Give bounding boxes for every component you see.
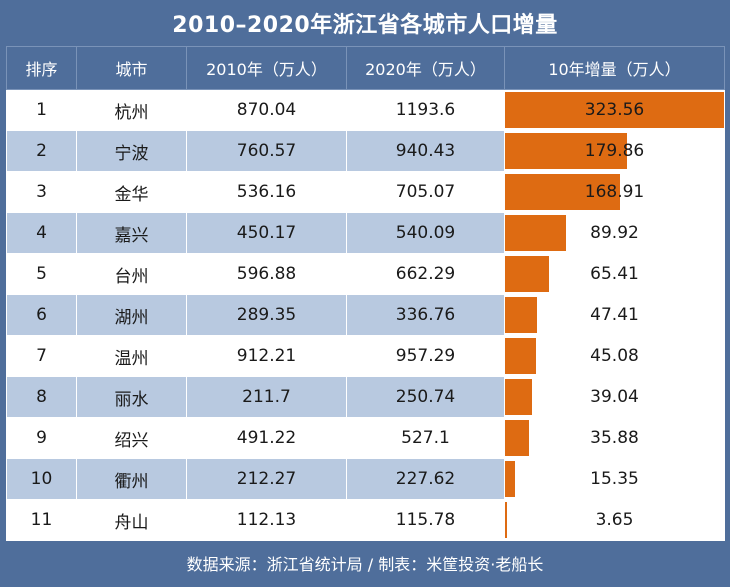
city-cell: 台州	[76, 253, 187, 295]
population-table: 排序 城市 2010年（万人） 2020年（万人） 10年增量（万人） 1 杭州 8…	[6, 46, 725, 541]
rank-cell: 2	[6, 130, 77, 172]
increase-label: 35.88	[590, 428, 639, 448]
increase-cell: 39.04	[504, 376, 725, 418]
increase-label: 168.91	[584, 182, 645, 202]
increase-label: 179.86	[584, 141, 645, 161]
value-2010-cell: 491.22	[186, 417, 347, 459]
increase-label: 3.65	[595, 510, 634, 530]
table-row: 9 绍兴 491.22 527.1 35.88	[6, 417, 725, 459]
city-cell: 绍兴	[76, 417, 187, 459]
table-row: 7 温州 912.21 957.29 45.08	[6, 335, 725, 377]
value-2020-cell: 336.76	[346, 294, 505, 336]
value-2020-cell: 940.43	[346, 130, 505, 172]
header-2020: 2020年（万人）	[346, 46, 505, 90]
increase-cell: 47.41	[504, 294, 725, 336]
city-cell: 杭州	[76, 89, 187, 131]
city-cell: 嘉兴	[76, 212, 187, 254]
city-cell: 丽水	[76, 376, 187, 418]
increase-cell: 35.88	[504, 417, 725, 459]
value-2020-cell: 540.09	[346, 212, 505, 254]
rank-cell: 6	[6, 294, 77, 336]
value-2010-cell: 450.17	[186, 212, 347, 254]
header-2010: 2010年（万人）	[186, 46, 347, 90]
increase-cell: 179.86	[504, 130, 725, 172]
table-row: 10 衢州 212.27 227.62 15.35	[6, 458, 725, 500]
value-2010-cell: 760.57	[186, 130, 347, 172]
value-2010-cell: 912.21	[186, 335, 347, 377]
table-row: 4 嘉兴 450.17 540.09 89.92	[6, 212, 725, 254]
rank-cell: 3	[6, 171, 77, 213]
value-2010-cell: 212.27	[186, 458, 347, 500]
increase-cell: 45.08	[504, 335, 725, 377]
city-cell: 衢州	[76, 458, 187, 500]
value-2010-cell: 596.88	[186, 253, 347, 295]
value-2020-cell: 1193.6	[346, 89, 505, 131]
value-2020-cell: 527.1	[346, 417, 505, 459]
increase-bar	[505, 338, 536, 374]
rank-cell: 8	[6, 376, 77, 418]
table-row: 11 舟山 112.13 115.78 3.65	[6, 499, 725, 541]
rank-cell: 9	[6, 417, 77, 459]
rank-cell: 5	[6, 253, 77, 295]
increase-label: 39.04	[590, 387, 639, 407]
header-row: 排序 城市 2010年（万人） 2020年（万人） 10年增量（万人）	[6, 46, 725, 90]
increase-cell: 15.35	[504, 458, 725, 500]
source-footer: 数据来源：浙江省统计局 / 制表：米筐投资·老船长	[186, 554, 544, 574]
value-2020-cell: 227.62	[346, 458, 505, 500]
table-row: 3 金华 536.16 705.07 168.91	[6, 171, 725, 213]
value-2020-cell: 705.07	[346, 171, 505, 213]
table-row: 6 湖州 289.35 336.76 47.41	[6, 294, 725, 336]
increase-bar	[505, 297, 537, 333]
increase-cell: 89.92	[504, 212, 725, 254]
increase-cell: 168.91	[504, 171, 725, 213]
value-2020-cell: 662.29	[346, 253, 505, 295]
increase-cell: 65.41	[504, 253, 725, 295]
value-2020-cell: 115.78	[346, 499, 505, 541]
rank-cell: 7	[6, 335, 77, 377]
increase-label: 47.41	[590, 305, 639, 325]
rank-cell: 11	[6, 499, 77, 541]
rank-cell: 1	[6, 89, 77, 131]
increase-bar	[505, 379, 532, 415]
increase-label: 65.41	[590, 264, 639, 284]
city-cell: 金华	[76, 171, 187, 213]
increase-cell: 323.56	[504, 89, 725, 131]
value-2010-cell: 870.04	[186, 89, 347, 131]
value-2020-cell: 250.74	[346, 376, 505, 418]
rank-cell: 4	[6, 212, 77, 254]
increase-bar	[505, 420, 529, 456]
city-cell: 温州	[76, 335, 187, 377]
rank-cell: 10	[6, 458, 77, 500]
increase-bar	[505, 215, 566, 251]
increase-label: 89.92	[590, 223, 639, 243]
value-2010-cell: 536.16	[186, 171, 347, 213]
header-city: 城市	[76, 46, 187, 90]
city-cell: 舟山	[76, 499, 187, 541]
increase-label: 45.08	[590, 346, 639, 366]
city-cell: 湖州	[76, 294, 187, 336]
table-row: 1 杭州 870.04 1193.6 323.56	[6, 89, 725, 131]
increase-label: 15.35	[590, 469, 639, 489]
header-rank: 排序	[6, 46, 77, 90]
header-increase: 10年增量（万人）	[504, 46, 725, 90]
increase-cell: 3.65	[504, 499, 725, 541]
value-2010-cell: 289.35	[186, 294, 347, 336]
increase-bar	[505, 256, 549, 292]
increase-bar	[505, 502, 507, 538]
city-cell: 宁波	[76, 130, 187, 172]
increase-label: 323.56	[584, 100, 645, 120]
table-row: 2 宁波 760.57 940.43 179.86	[6, 130, 725, 172]
value-2010-cell: 211.7	[186, 376, 347, 418]
increase-bar	[505, 133, 627, 169]
increase-bar	[505, 92, 724, 128]
value-2020-cell: 957.29	[346, 335, 505, 377]
chart-title: 2010–2020年浙江省各城市人口增量	[172, 13, 558, 38]
table-row: 8 丽水 211.7 250.74 39.04	[6, 376, 725, 418]
increase-bar	[505, 174, 620, 210]
table-row: 5 台州 596.88 662.29 65.41	[6, 253, 725, 295]
increase-bar	[505, 461, 515, 497]
value-2010-cell: 112.13	[186, 499, 347, 541]
